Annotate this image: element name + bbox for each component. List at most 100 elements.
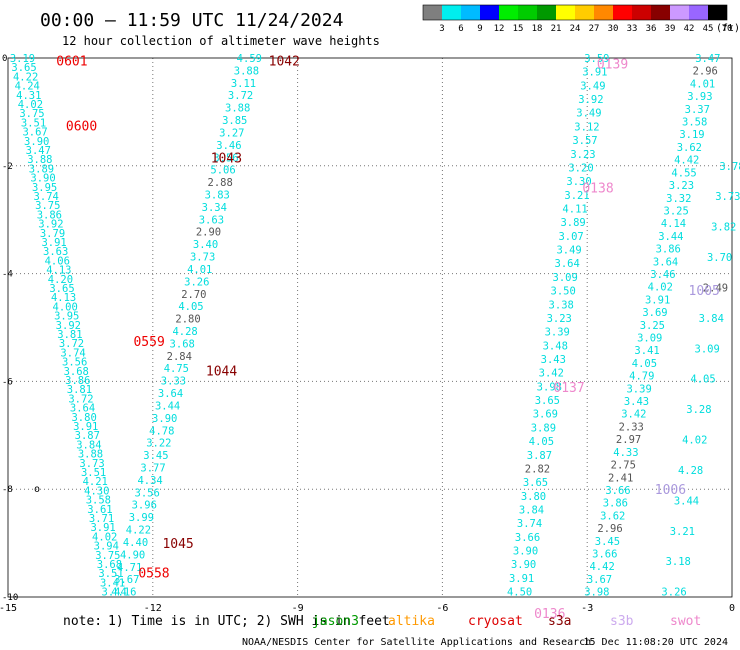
swh-value: 3.49: [580, 80, 605, 92]
colorbar-label: 27: [589, 24, 600, 34]
swh-value: 3.91: [41, 237, 66, 249]
pass-label: 0559: [133, 335, 164, 350]
swh-value: 3.59: [584, 53, 609, 65]
colorbar-label: 36: [646, 24, 657, 34]
swh-value: 3.83: [205, 190, 230, 202]
swh-value: 3.79: [40, 228, 65, 240]
swh-value: 3.23: [570, 149, 595, 161]
swh-value: 3.51: [98, 568, 123, 580]
colorbar-label: 39: [665, 24, 676, 34]
swh-value: 3.68: [64, 366, 89, 378]
swh-value: 3.84: [76, 439, 101, 451]
swh-value: 4.14: [661, 218, 686, 230]
swh-value: 4.16: [111, 587, 136, 599]
swh-value: 3.74: [60, 347, 85, 359]
colorbar-swatch: [651, 5, 670, 20]
colorbar-swatch: [670, 5, 689, 20]
note-prefix: note:: [63, 614, 102, 629]
pass-labels: 0601 0600 0559 0558 1042 1043 1044 1045 0139 0138…: [56, 55, 720, 622]
swh-value: 4.79: [629, 371, 654, 383]
chart-title: 00:00 – 11:59 UTC 11/24/2024: [40, 10, 343, 31]
swh-value: 3.92: [56, 320, 81, 332]
swh-value: 4.20: [48, 274, 73, 286]
colorbar-label: 21: [551, 24, 562, 34]
swh-value: 3.07: [558, 231, 583, 243]
colorbar-swatch: [537, 5, 556, 20]
swh-value: 3.63: [199, 214, 224, 226]
pass-label: 1044: [206, 365, 237, 380]
y-tick-label: -10: [2, 593, 18, 603]
swh-value: 4.05: [178, 301, 203, 313]
plot-grid: -15 -12 -9 -6 -3 0 0 -2 -4 -6 -8 -10: [0, 54, 735, 614]
x-tick-label: 0: [729, 603, 735, 614]
plot-frame: [7, 57, 733, 598]
swh-value: 3.73: [79, 458, 104, 470]
y-tick-label: -8: [2, 485, 13, 495]
swh-value: 3.73: [190, 252, 215, 264]
swh-value: 3.86: [37, 209, 62, 221]
swh-value: 3.75: [35, 200, 60, 212]
colorbar-swatch: [575, 5, 594, 20]
swh-value: 4.02: [92, 531, 117, 543]
swh-value: 3.92: [38, 219, 63, 231]
swh-value: 4.42: [589, 561, 614, 573]
swh-value: 3.72: [68, 393, 93, 405]
swh-value: 3.80: [521, 491, 546, 503]
x-tick-label: -6: [436, 603, 448, 614]
swh-value: 3.90: [513, 546, 538, 558]
swh-value: 4.01: [690, 78, 715, 90]
swh-value: 3.20: [568, 162, 593, 174]
swh-value: 3.67: [114, 574, 139, 586]
swh-value: 3.81: [57, 329, 82, 341]
colorbar-swatch: [480, 5, 499, 20]
swh-value: 3.87: [75, 430, 100, 442]
swh-value: 3.37: [685, 104, 710, 116]
legend-cryosat: cryosat: [468, 614, 523, 629]
swh-value: 3.86: [656, 244, 681, 256]
swh-value: 3.75: [95, 550, 120, 562]
swh-value: 3.21: [670, 526, 695, 538]
y-tick-label: -4: [2, 270, 13, 280]
swh-value: 3.88: [225, 103, 250, 115]
swh-value: 3.81: [67, 384, 92, 396]
swh-value: 3.63: [43, 246, 68, 258]
swh-value: 3.69: [533, 409, 558, 421]
swh-value: 4.42: [674, 155, 699, 167]
swh-value: 3.34: [202, 202, 227, 214]
swh-value: 3.46: [216, 140, 241, 152]
swh-value: 2.84: [167, 351, 192, 363]
swh-value: 3.77: [140, 463, 165, 475]
swh-value: 2.88: [208, 177, 233, 189]
swh-value: 4.33: [613, 447, 638, 459]
swh-value: 3.89: [560, 217, 585, 229]
swh-value: 4.13: [46, 265, 71, 277]
swh-value: 3.44: [102, 587, 127, 599]
swh-value: 4.22: [126, 525, 151, 537]
y-tick-label: 0: [2, 54, 7, 64]
colorbar-label: 9: [477, 24, 482, 34]
swh-value: 4.05: [690, 374, 715, 386]
colorbar-swatch: [708, 5, 727, 20]
swh-value: 3.58: [86, 495, 111, 507]
swh-value: 3.66: [605, 485, 630, 497]
swh-value: 3.43: [624, 396, 649, 408]
swh-value: 3.09: [695, 343, 720, 355]
swh-value: 3.65: [11, 62, 36, 74]
swh-value: 4.50: [507, 587, 532, 599]
swh-value: 3.25: [664, 205, 689, 217]
swh-value: 3.42: [539, 368, 564, 380]
legend-s3a: s3a: [548, 614, 571, 629]
swh-value: 3.64: [653, 256, 678, 268]
colorbar-label: 42: [684, 24, 695, 34]
swh-value: 3.95: [32, 182, 57, 194]
pass-label: 0138: [582, 181, 613, 196]
colorbar-unit: (ft): [716, 23, 740, 34]
swh-value: 3.92: [578, 94, 603, 106]
swh-value: 2.33: [619, 421, 644, 433]
pass-label: 1042: [269, 55, 300, 70]
swh-value: 3.84: [519, 505, 544, 517]
colorbar-label: 70: [722, 24, 733, 34]
swh-value: 4.11: [562, 204, 587, 216]
altimeter-tracks: 3.193.654.224.244.314.023.753.513.673.90…: [10, 53, 740, 599]
